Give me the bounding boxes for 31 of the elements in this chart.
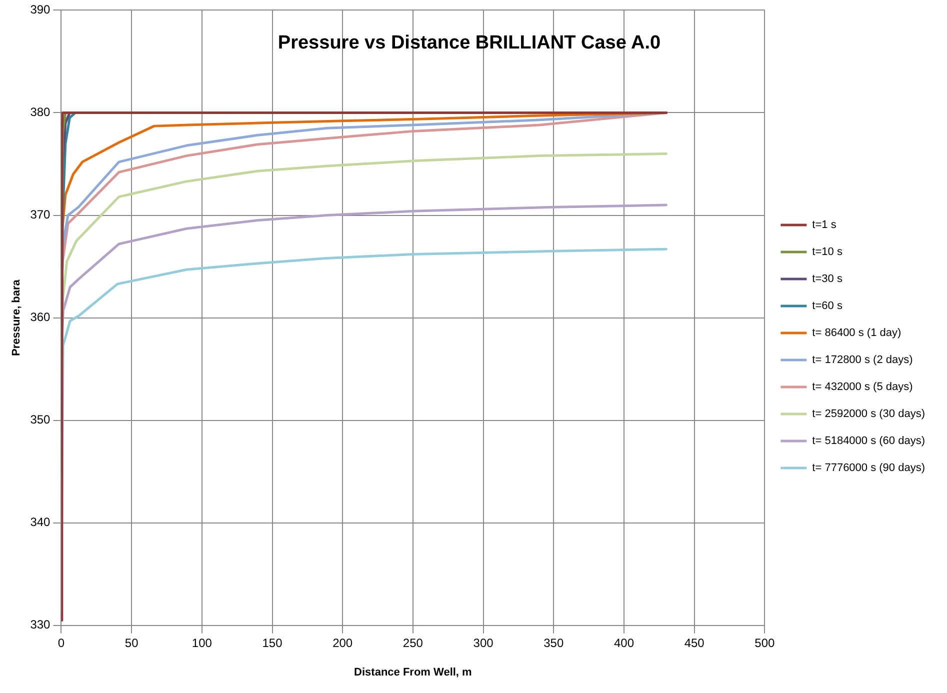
x-tick-label: 350	[544, 636, 564, 650]
text: Pressure vs Distance BRILLIANT Case A.0	[278, 32, 661, 54]
legend-label: t=60 s	[812, 300, 843, 312]
legend-label: t=30 s	[812, 273, 843, 286]
x-tick-label: 200	[332, 636, 353, 650]
y-tick-label: 380	[30, 105, 51, 120]
x-tick-label: 450	[684, 636, 705, 650]
y-tick-label: 340	[30, 515, 51, 530]
x-tick-label: 100	[192, 636, 212, 650]
y-axis-title: Pressure, bara	[10, 278, 23, 356]
legend-label: t= 432000 s (5 days)	[812, 381, 913, 394]
x-tick-label: 300	[473, 636, 494, 650]
legend-label: t= 86400 s (1 day)	[812, 327, 902, 340]
legend-label: t= 2592000 s (30 days)	[812, 408, 926, 420]
x-tick-label: 0	[58, 636, 65, 650]
x-tick-label: 150	[262, 636, 283, 650]
x-tick-label: 250	[402, 636, 424, 650]
y-tick-label: 350	[30, 412, 51, 427]
legend-label: t=1 s	[812, 219, 837, 232]
legend-label: t=10 s	[812, 246, 843, 258]
x-tick-label: 400	[614, 636, 634, 650]
legend-label: t= 7776000 s (90 days)	[812, 462, 926, 474]
legend-label: t= 5184000 s (60 days)	[812, 435, 926, 448]
x-axis-title: Distance From Well, m	[354, 666, 472, 678]
x-tick-label: 500	[754, 636, 776, 650]
y-tick-label: 330	[30, 618, 51, 632]
x-tick-label: 50	[124, 636, 139, 650]
y-tick-label: 360	[30, 310, 51, 324]
y-tick-label: 370	[30, 208, 51, 222]
legend-label: t= 172800 s (2 days)	[812, 354, 913, 366]
y-tick-label: 390	[30, 2, 51, 17]
